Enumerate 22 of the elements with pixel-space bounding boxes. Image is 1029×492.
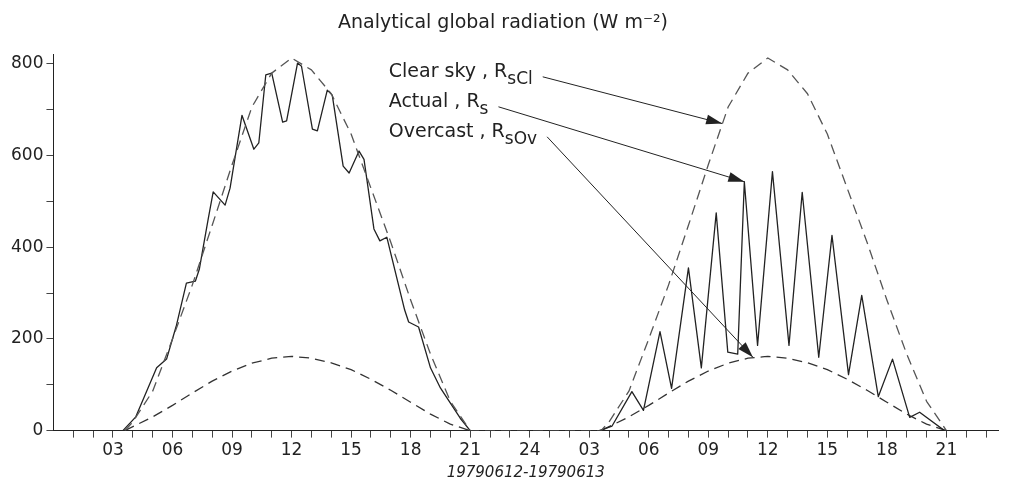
x-tick-label: 21 [935, 439, 958, 460]
x-tick-label: 03 [102, 439, 124, 460]
x-tick-label: 06 [637, 439, 660, 460]
x-tick-label: 18 [876, 439, 898, 460]
x-tick-label: 12 [756, 439, 779, 460]
x-tick-label: 09 [221, 439, 243, 460]
x-axis-title: 19790612-19790613 [446, 462, 605, 481]
y-tick-label: 600 [10, 144, 44, 165]
y-tick-label: 0 [32, 419, 44, 440]
y-tick-label: 800 [10, 52, 44, 73]
y-tick-label: 200 [10, 327, 44, 348]
x-tick-label: 12 [280, 439, 303, 460]
y-tick-label: 400 [10, 235, 44, 256]
text: 24 [518, 439, 541, 460]
x-tick-label: 18 [399, 439, 422, 460]
x-tick-label: 03 [578, 439, 601, 460]
chart-title: Analytical global radiation (W m⁻²) [337, 10, 669, 33]
x-tick-label: 21 [459, 439, 481, 460]
x-tick-label: 06 [161, 439, 184, 460]
x-tick-label: 15 [816, 439, 839, 460]
x-tick-label: 09 [697, 439, 720, 460]
x-tick-label: 15 [340, 439, 362, 460]
